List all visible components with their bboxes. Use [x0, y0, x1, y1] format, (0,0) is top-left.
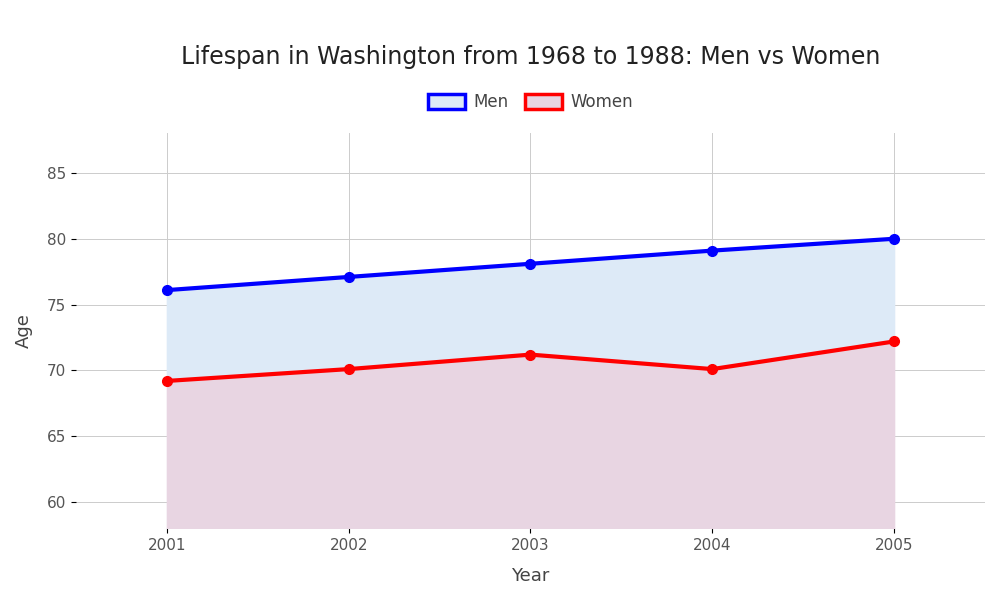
Title: Lifespan in Washington from 1968 to 1988: Men vs Women: Lifespan in Washington from 1968 to 1988…	[181, 45, 880, 69]
Legend: Men, Women: Men, Women	[422, 86, 639, 118]
Y-axis label: Age: Age	[15, 313, 33, 349]
X-axis label: Year: Year	[511, 567, 550, 585]
